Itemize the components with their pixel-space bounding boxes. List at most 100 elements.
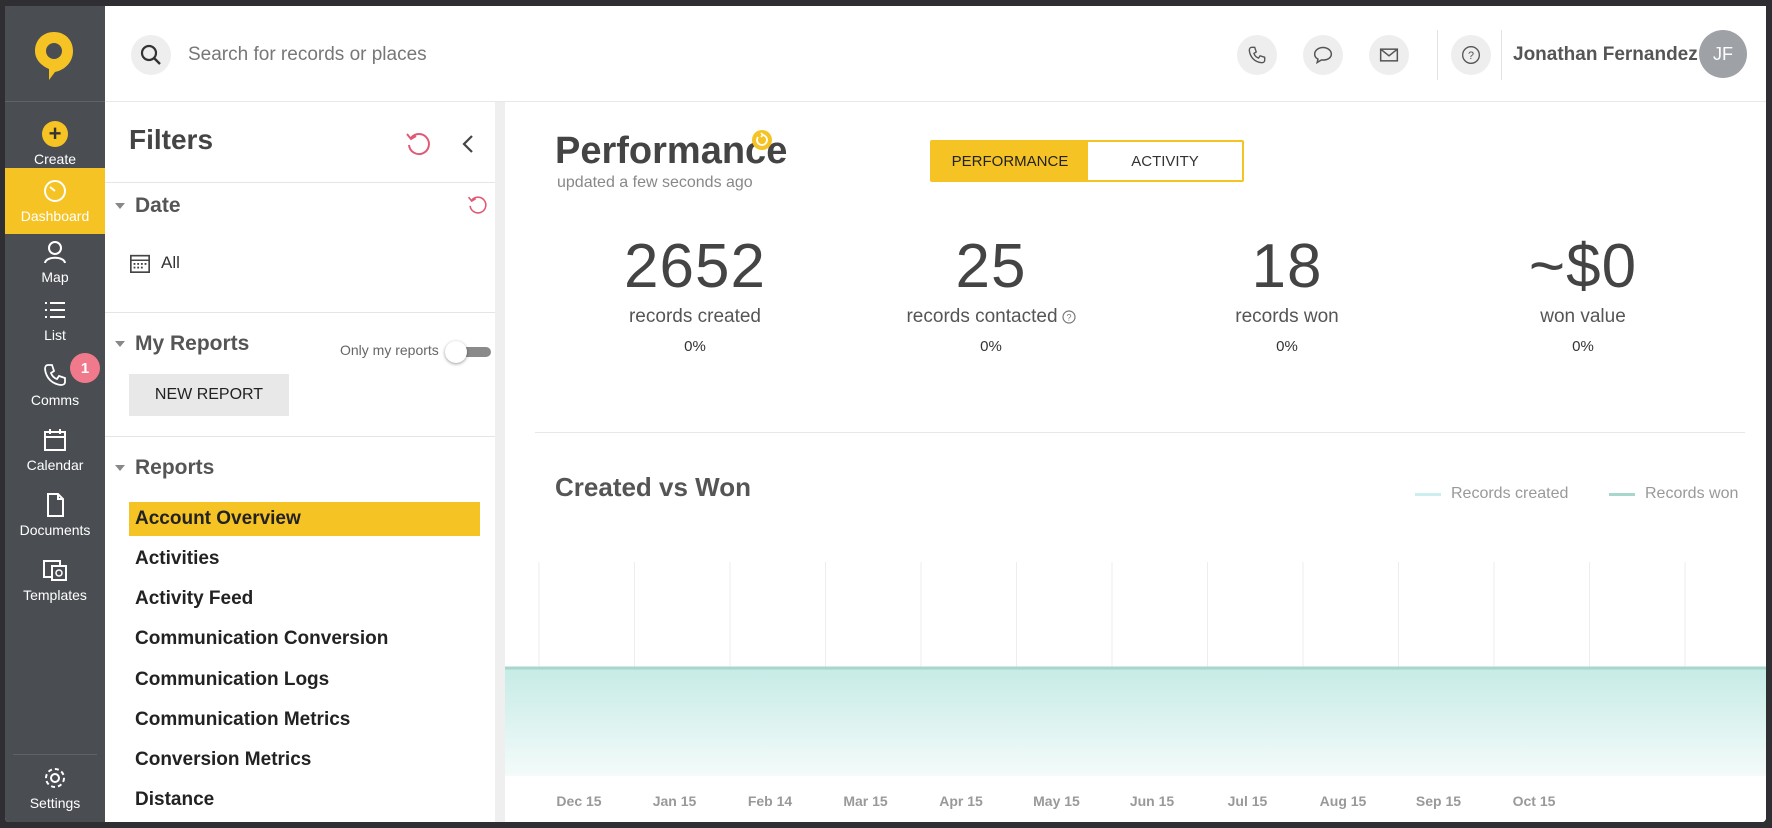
header-divider (1437, 30, 1438, 80)
sidebar-item-label: Settings (29, 795, 81, 811)
sidebar-item-templates[interactable]: Templates (5, 550, 105, 610)
info-icon[interactable]: ? (1061, 310, 1076, 324)
filters-panel: Filters Date All My Reports Only my repo… (105, 102, 505, 822)
tab-performance[interactable]: PERFORMANCE (932, 142, 1088, 180)
report-item-account-overview[interactable]: Account Overview (129, 502, 480, 536)
report-item-communication-logs[interactable]: Communication Logs (135, 669, 330, 690)
help-button[interactable]: ? (1451, 35, 1491, 75)
legend-label: Records created (1451, 485, 1569, 502)
avatar[interactable]: JF (1699, 30, 1747, 78)
reports-section-toggle[interactable]: Reports (115, 456, 214, 480)
caret-down-icon (115, 341, 125, 347)
kpi-label-text: won value (1540, 306, 1626, 327)
document-icon (47, 493, 64, 517)
chat-button[interactable] (1303, 35, 1343, 75)
kpi-label-text: records won (1235, 306, 1339, 327)
x-tick-label: Mar 15 (843, 793, 888, 809)
sidebar-item-dashboard[interactable]: Dashboard (5, 168, 105, 234)
reset-filters-icon[interactable] (405, 130, 433, 158)
sidebar-item-label: List (44, 327, 66, 343)
sidebar-item-label: Documents (19, 522, 91, 538)
caret-down-icon (115, 203, 125, 209)
report-item-distance[interactable]: Distance (135, 789, 215, 810)
filters-title: Filters (129, 124, 214, 155)
sidebar-item-map[interactable]: Map (5, 232, 105, 292)
updated-timestamp: updated a few seconds ago (557, 174, 753, 191)
chart-title: Created vs Won (555, 472, 752, 502)
kpi-label-text: records contacted (906, 306, 1058, 327)
report-item-conversion-metrics[interactable]: Conversion Metrics (135, 749, 312, 770)
report-item-activity-feed[interactable]: Activity Feed (135, 588, 254, 609)
kpi-percent: 0% (1572, 338, 1594, 355)
report-item-activities[interactable]: Activities (135, 548, 220, 569)
x-tick-label: Jul 15 (1228, 793, 1268, 809)
sidebar-item-label: Create (33, 151, 77, 167)
kpi-value: 18 (1251, 232, 1323, 301)
legend-label: Records won (1645, 485, 1739, 502)
sidebar-item-comms[interactable]: Comms 1 (5, 353, 105, 415)
user-name[interactable]: Jonathan Fernandez (1513, 44, 1698, 65)
kpi-records-contacted: 25 records contacted ? 0% (841, 232, 1141, 355)
svg-text:?: ? (1468, 50, 1474, 62)
sidebar-item-label: Calendar (26, 457, 84, 473)
kpi-percent: 0% (1276, 338, 1298, 355)
gauge-icon (44, 180, 66, 202)
x-tick-label: Oct 15 (1513, 793, 1556, 809)
only-my-reports-label: Only my reports (340, 342, 439, 358)
notification-badge: 1 (70, 353, 100, 383)
only-my-reports-toggle[interactable] (445, 341, 491, 363)
call-button[interactable] (1237, 35, 1277, 75)
search-input[interactable] (188, 38, 788, 72)
sidebar-item-label: Dashboard (20, 208, 90, 224)
sidebar-item-calendar[interactable]: Calendar (5, 420, 105, 480)
divider (105, 436, 495, 437)
refresh-icon (756, 132, 768, 146)
series-area-records-created (505, 668, 1766, 776)
templates-icon (43, 560, 67, 581)
x-tick-label: Feb 14 (748, 793, 793, 809)
list-icon (45, 302, 65, 318)
tab-activity[interactable]: ACTIVITY (1088, 142, 1242, 180)
kpi-label: records created (545, 306, 845, 328)
collapse-panel-icon[interactable] (457, 132, 481, 156)
caret-down-icon (115, 465, 125, 471)
kpi-label: records won (1137, 306, 1437, 328)
refresh-button[interactable] (752, 130, 772, 150)
kpi-label: won value (1433, 306, 1733, 328)
section-heading: My Reports (135, 332, 250, 355)
sidebar-item-create[interactable]: + Create (5, 114, 105, 174)
my-reports-section-toggle[interactable]: My Reports (115, 332, 249, 356)
svg-text:?: ? (1066, 313, 1071, 323)
new-report-button[interactable]: NEW REPORT (129, 374, 289, 416)
calendar-icon (44, 429, 66, 451)
reset-date-icon[interactable] (467, 194, 489, 216)
legend-item-records-won[interactable]: Records won (1609, 485, 1738, 503)
created-vs-won-chart: Dec 15 Jan 15 Feb 14 Mar 15 Apr 15 May 15 Jun … (505, 562, 1766, 809)
kpi-label: records contacted ? (841, 306, 1141, 328)
person-pin-icon (44, 241, 66, 264)
email-button[interactable] (1369, 35, 1409, 75)
sidebar-item-settings[interactable]: Settings (5, 758, 105, 818)
divider (105, 182, 495, 183)
sidebar-item-label: Comms (30, 392, 80, 408)
legend-item-records-created[interactable]: Records created (1415, 485, 1568, 503)
divider (535, 432, 1745, 433)
sidebar-item-documents[interactable]: Documents (5, 485, 105, 545)
kpi-percent: 0% (980, 338, 1002, 355)
date-section-toggle[interactable]: Date (115, 194, 181, 218)
x-tick-label: Jan 15 (653, 793, 697, 809)
x-tick-label: Aug 15 (1320, 793, 1367, 809)
view-toggle: PERFORMANCE ACTIVITY (930, 140, 1244, 182)
report-item-communication-metrics[interactable]: Communication Metrics (135, 709, 351, 730)
x-tick-label: Apr 15 (939, 793, 983, 809)
app-window: + Create Dashboard Map List Comms 1 Cale… (5, 6, 1766, 822)
report-item-communication-conversion[interactable]: Communication Conversion (135, 628, 389, 649)
date-filter-value[interactable]: All (129, 252, 180, 274)
toggle-knob (445, 341, 467, 363)
kpi-value: 25 (955, 232, 1027, 301)
kpi-records-won: 18 records won 0% (1137, 232, 1437, 355)
sidebar-item-list[interactable]: List (5, 290, 105, 350)
search-button[interactable] (131, 35, 171, 75)
sidebar: + Create Dashboard Map List Comms 1 Cale… (5, 6, 105, 822)
legend-swatch (1415, 492, 1441, 496)
